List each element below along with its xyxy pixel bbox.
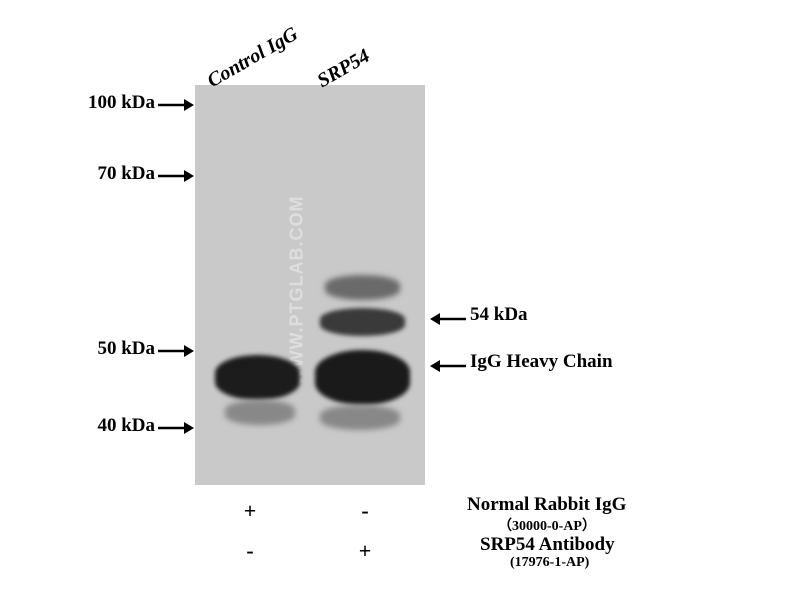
cond-r1-lane2: - xyxy=(350,498,380,524)
blot-membrane: WWW.PTGLAB.COM xyxy=(195,85,425,485)
arrow-band-54 xyxy=(430,311,466,327)
arrow-mw-70 xyxy=(158,168,194,184)
mw-40: 40 kDa xyxy=(65,415,155,437)
band-srp54-target xyxy=(320,308,405,336)
arrow-mw-40 xyxy=(158,420,194,436)
watermark-text: WWW.PTGLAB.COM xyxy=(286,196,307,386)
cond-r1-sub: （30000-0-AP） xyxy=(498,515,596,535)
band-srp54-upper xyxy=(325,275,400,300)
band-srp54-igg-hc xyxy=(315,350,410,405)
mw-100: 100 kDa xyxy=(65,92,155,114)
cond-r2-sub: (17976-1-AP) xyxy=(510,555,589,571)
cond-r1-lane1: + xyxy=(235,498,265,524)
band-control-igg-hc xyxy=(215,355,300,400)
mw-70: 70 kDa xyxy=(65,163,155,185)
arrow-mw-50 xyxy=(158,343,194,359)
band-blur-below xyxy=(225,400,295,425)
figure-container: WWW.PTGLAB.COM Control IgG SRP54 100 kDa… xyxy=(0,0,800,600)
cond-r1-name: Normal Rabbit IgG xyxy=(467,494,626,516)
band-label-54: 54 kDa xyxy=(470,304,528,326)
cond-r2-lane1: - xyxy=(235,538,265,564)
mw-50: 50 kDa xyxy=(65,338,155,360)
lane-label-control: Control IgG xyxy=(204,23,303,93)
cond-r2-name: SRP54 Antibody xyxy=(480,534,615,556)
arrow-mw-100 xyxy=(158,97,194,113)
arrow-band-igg xyxy=(430,358,466,374)
band-label-igg: IgG Heavy Chain xyxy=(470,351,613,373)
cond-r2-lane2: + xyxy=(350,538,380,564)
band-blur-below-2 xyxy=(320,405,400,430)
